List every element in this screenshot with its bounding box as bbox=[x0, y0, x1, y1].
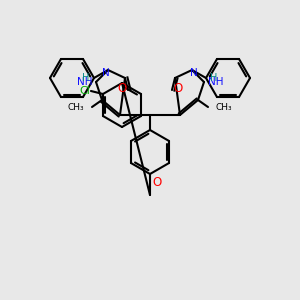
Text: H: H bbox=[210, 73, 218, 83]
Text: O: O bbox=[152, 176, 162, 188]
Text: CH₃: CH₃ bbox=[68, 103, 84, 112]
Text: NH: NH bbox=[208, 77, 224, 87]
Text: O: O bbox=[117, 82, 127, 94]
Text: Cl: Cl bbox=[80, 86, 90, 96]
Text: O: O bbox=[173, 82, 183, 94]
Text: CH₃: CH₃ bbox=[216, 103, 232, 112]
Text: N: N bbox=[190, 68, 198, 78]
Text: NH: NH bbox=[76, 77, 92, 87]
Text: N: N bbox=[102, 68, 110, 78]
Text: H: H bbox=[82, 73, 90, 83]
